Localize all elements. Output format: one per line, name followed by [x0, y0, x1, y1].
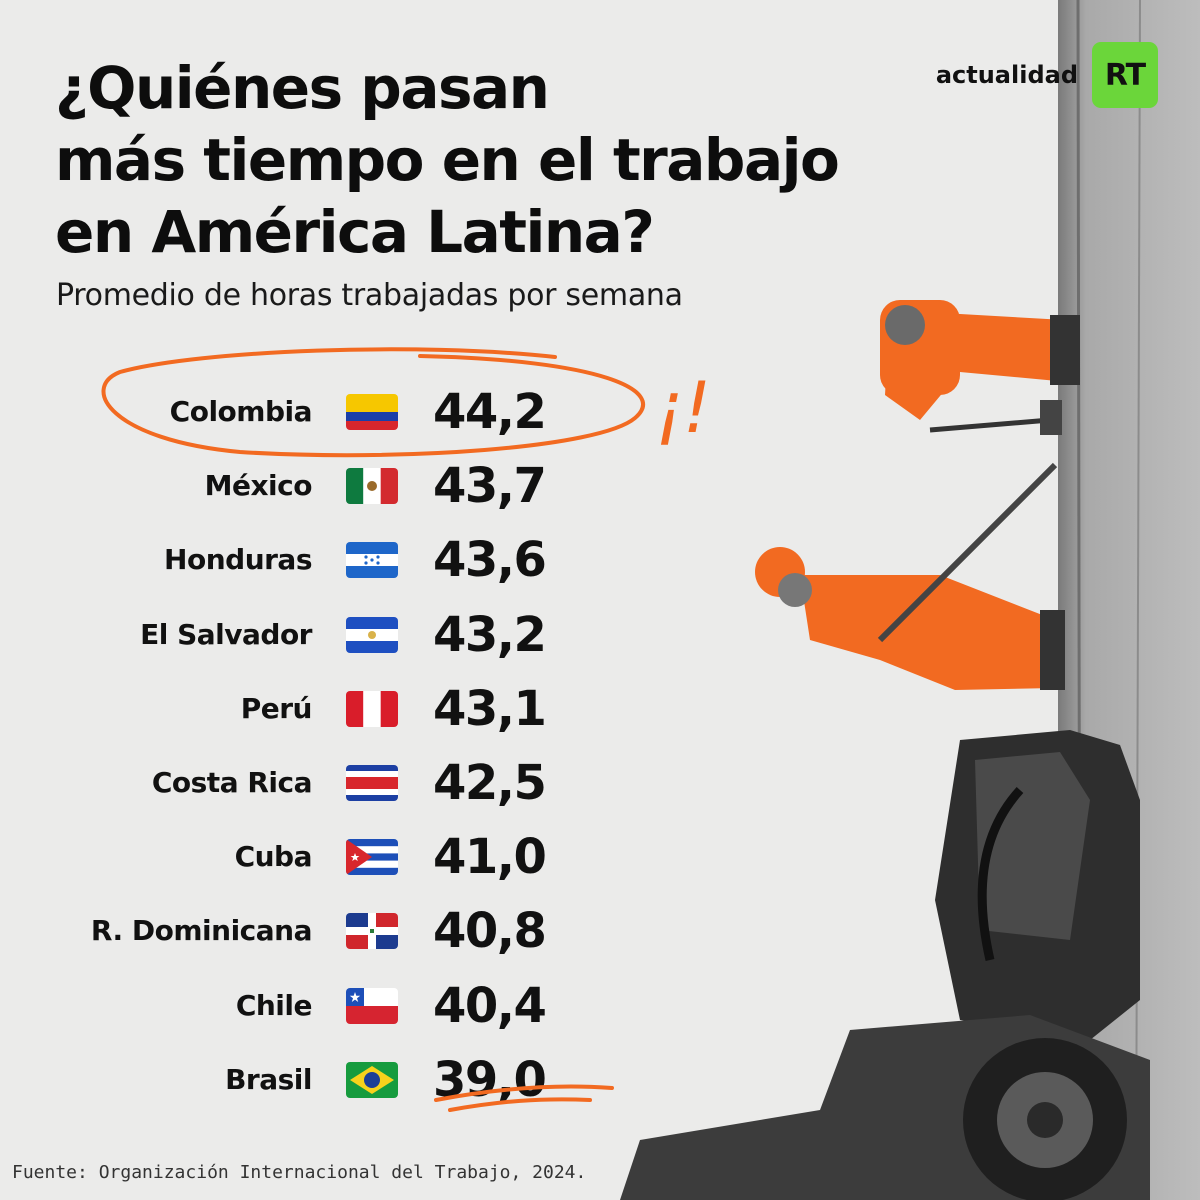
country-label: Cuba — [234, 840, 313, 874]
country-label: México — [204, 469, 313, 503]
country-label: El Salvador — [140, 617, 312, 651]
country-label: Colombia — [169, 395, 313, 428]
title-line-3: en América Latina? — [55, 198, 655, 266]
list-item: Chile 40,4 — [0, 969, 700, 1043]
country-label: Chile — [235, 988, 313, 1022]
list-item: Cuba 41,0 — [0, 820, 700, 894]
chart-subtitle: Promedio de horas trabajadas por semana — [56, 278, 683, 313]
list-item: El Salvador 43,2 — [0, 598, 700, 672]
source-note: Fuente: Organización Internacional del T… — [12, 1162, 587, 1183]
chile-flag-icon — [346, 988, 398, 1024]
list-item: R. Dominicana 40,8 — [0, 894, 700, 968]
title-line-1: ¿Quiénes pasan — [55, 54, 550, 122]
country-label: Honduras — [164, 543, 312, 577]
costa-rica-flag-icon — [346, 765, 398, 801]
list-item: Colombia 44,2 — [0, 375, 700, 449]
hours-value: 40,4 — [433, 977, 547, 1034]
list-item: Honduras 43,6 — [0, 523, 700, 597]
title-line-2: más tiempo en el trabajo — [55, 126, 840, 194]
hours-value: 43,7 — [433, 458, 547, 515]
dominican-republic-flag-icon — [346, 913, 398, 949]
hours-value: 39,0 — [433, 1051, 547, 1108]
worker-top — [880, 300, 1080, 435]
peru-flag-icon — [346, 691, 398, 727]
country-label: R. Dominicana — [90, 914, 313, 948]
hours-value: 44,2 — [433, 384, 547, 440]
list-item: México 43,7 — [0, 449, 700, 523]
brazil-flag-icon — [346, 1062, 398, 1098]
list-item: Costa Rica 42,5 — [0, 746, 700, 820]
worker-middle — [755, 462, 1065, 690]
brand-wordmark: actualidad — [935, 61, 1078, 89]
hours-value: 40,8 — [433, 903, 547, 960]
country-label: Costa Rica — [151, 766, 313, 799]
rt-logo-icon: RT — [1092, 42, 1158, 108]
cuba-flag-icon — [346, 839, 398, 875]
honduras-flag-icon — [346, 542, 398, 578]
hours-value: 43,1 — [433, 680, 547, 737]
construction-machine — [620, 730, 1150, 1200]
hours-value: 43,6 — [433, 532, 547, 589]
chart-title: ¿Quiénes pasan más tiempo en el trabajo … — [55, 52, 955, 268]
country-label: Perú — [240, 691, 313, 725]
list-item: Brasil 39,0 — [0, 1043, 700, 1117]
country-label: Brasil — [225, 1062, 312, 1096]
hours-value: 42,5 — [433, 755, 547, 811]
brand-logo-group: actualidad RT — [936, 42, 1158, 108]
list-item: Perú 43,1 — [0, 672, 700, 746]
mexico-flag-icon — [346, 468, 398, 504]
hours-value: 41,0 — [433, 829, 547, 886]
el-salvador-flag-icon — [346, 617, 398, 653]
hours-value: 43,2 — [433, 606, 547, 663]
colombia-flag-icon — [346, 394, 398, 430]
